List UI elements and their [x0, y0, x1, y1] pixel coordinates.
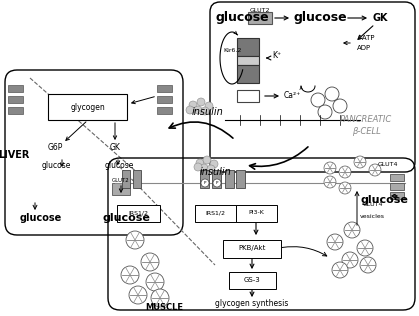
Circle shape [324, 176, 336, 188]
Circle shape [210, 160, 218, 168]
Circle shape [327, 234, 343, 250]
Circle shape [357, 240, 373, 256]
Text: GLUT4: GLUT4 [378, 162, 398, 167]
Bar [8, 107, 23, 114]
Text: LIVER: LIVER [0, 150, 29, 160]
Text: insulin: insulin [192, 107, 224, 117]
Bar [236, 170, 245, 188]
Circle shape [354, 156, 366, 168]
Bar [390, 192, 404, 199]
Circle shape [311, 93, 325, 107]
Bar [157, 96, 172, 103]
Bar [133, 170, 141, 188]
Circle shape [189, 101, 197, 109]
Circle shape [333, 99, 347, 113]
Circle shape [197, 98, 205, 106]
Circle shape [207, 165, 215, 173]
Circle shape [342, 252, 358, 268]
Bar [225, 170, 234, 188]
Circle shape [194, 106, 202, 114]
Text: G6P: G6P [47, 143, 63, 153]
Bar [390, 183, 404, 190]
Bar [390, 174, 404, 181]
Text: glucose: glucose [102, 213, 150, 223]
Circle shape [201, 179, 209, 187]
Text: GK: GK [109, 143, 120, 153]
Bar [122, 170, 130, 188]
Text: ADP: ADP [357, 45, 371, 51]
Circle shape [126, 231, 144, 249]
Bar [8, 85, 23, 92]
Circle shape [186, 106, 194, 114]
Text: glycogen synthesis: glycogen synthesis [215, 300, 288, 308]
Circle shape [141, 253, 159, 271]
Circle shape [324, 162, 336, 174]
Bar [248, 12, 272, 24]
Circle shape [344, 222, 360, 238]
Circle shape [121, 266, 139, 284]
Circle shape [200, 164, 208, 172]
Text: IRS1/2: IRS1/2 [128, 210, 148, 216]
Circle shape [194, 163, 202, 171]
Text: glucose: glucose [20, 213, 62, 223]
Bar [157, 107, 172, 114]
Bar [200, 170, 209, 188]
Bar [237, 90, 259, 102]
Text: GK: GK [372, 13, 388, 23]
Circle shape [360, 257, 376, 273]
FancyBboxPatch shape [235, 204, 277, 222]
FancyBboxPatch shape [228, 271, 276, 289]
Text: Kir6.2: Kir6.2 [223, 47, 241, 52]
Circle shape [213, 179, 221, 187]
Bar [112, 183, 130, 195]
Circle shape [369, 164, 381, 176]
Text: MUSCLE: MUSCLE [145, 303, 183, 313]
Text: PI3-K: PI3-K [248, 210, 264, 216]
Text: P: P [216, 181, 218, 185]
Bar [237, 56, 259, 65]
Text: PANCREATIC: PANCREATIC [340, 116, 392, 125]
Circle shape [151, 289, 169, 307]
Circle shape [203, 156, 211, 164]
Circle shape [339, 166, 351, 178]
Text: IRS1/2: IRS1/2 [205, 210, 225, 216]
Text: PKB/Akt: PKB/Akt [238, 245, 266, 251]
Text: β-CELL: β-CELL [352, 127, 381, 137]
Circle shape [332, 262, 348, 278]
FancyBboxPatch shape [194, 204, 235, 222]
Bar [237, 38, 259, 56]
Text: vesicles: vesicles [360, 215, 385, 220]
Text: Ca²⁺: Ca²⁺ [284, 90, 301, 100]
Circle shape [129, 286, 147, 304]
Circle shape [196, 159, 204, 167]
Text: P: P [204, 181, 206, 185]
Circle shape [318, 105, 332, 119]
Text: GLUT4: GLUT4 [363, 203, 383, 208]
Text: GS-3: GS-3 [243, 277, 260, 283]
Circle shape [325, 87, 339, 101]
FancyBboxPatch shape [116, 204, 160, 222]
Circle shape [146, 273, 164, 291]
Circle shape [205, 102, 213, 110]
Text: glycogen: glycogen [71, 102, 105, 112]
Text: GLUT2: GLUT2 [112, 178, 130, 183]
Circle shape [339, 182, 351, 194]
Bar [212, 170, 221, 188]
Text: insulin: insulin [200, 167, 232, 177]
Circle shape [201, 107, 209, 115]
Text: ↑ATP: ↑ATP [357, 35, 375, 41]
Text: GLUT2: GLUT2 [250, 8, 270, 13]
FancyBboxPatch shape [48, 94, 127, 120]
Text: K⁺: K⁺ [272, 51, 281, 59]
FancyBboxPatch shape [222, 240, 280, 258]
Text: glucose: glucose [215, 11, 269, 25]
Text: glucose: glucose [293, 11, 347, 25]
Bar [8, 96, 23, 103]
Text: glucose: glucose [105, 161, 134, 169]
Text: glucose: glucose [42, 161, 71, 169]
Text: glucose: glucose [360, 195, 408, 205]
Bar [237, 65, 259, 83]
Bar [157, 85, 172, 92]
